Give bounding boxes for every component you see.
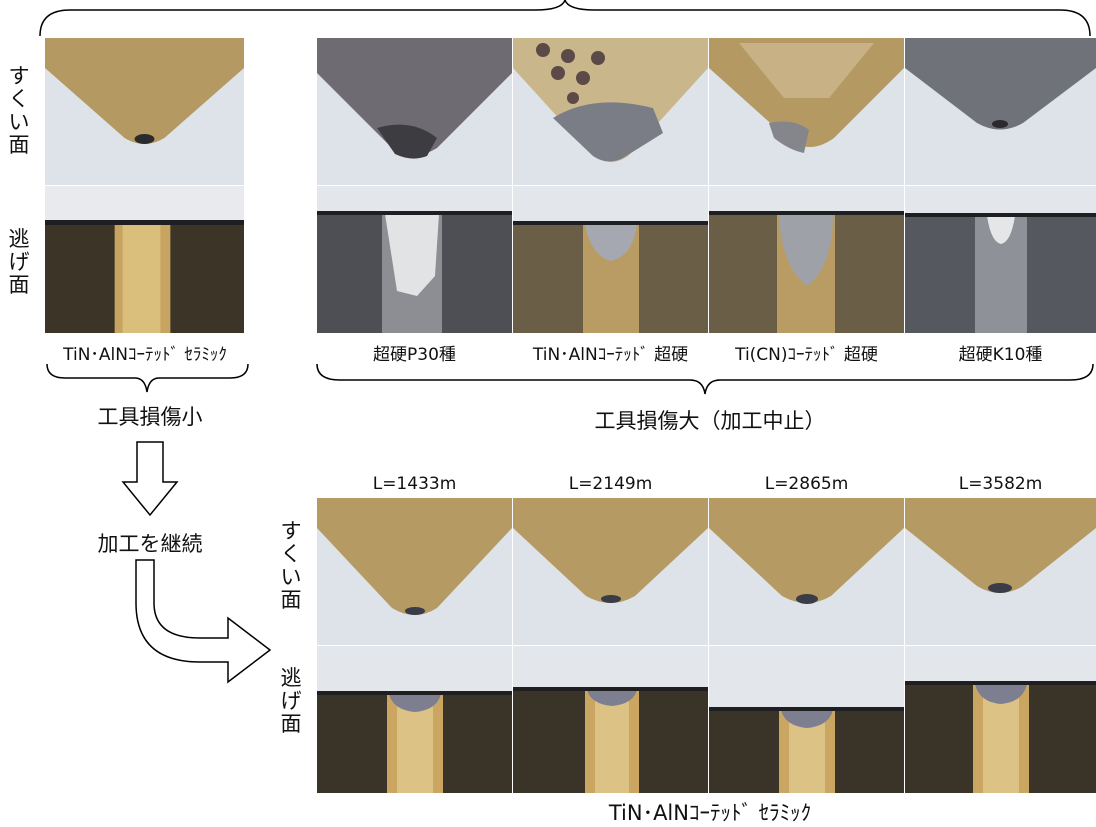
brace-small-damage	[46, 363, 249, 393]
caption-ceramic-bottom: TiN･AlNｺｰﾃｯﾄﾞ ｾﾗﾐｯｸ	[608, 801, 812, 825]
bottom-rake-face-label: すくい面	[280, 519, 302, 612]
photo-rake-l4	[905, 498, 1096, 645]
photo-rake-ceramic	[45, 38, 244, 185]
brace-large-damage	[316, 363, 1094, 395]
photo-flank-tinaln-carbide	[513, 186, 708, 333]
photo-rake-ticn-carbide	[709, 38, 904, 185]
curved-arrow-icon	[135, 559, 272, 684]
result-large-damage: 工具損傷大（加工中止）	[594, 409, 826, 433]
photo-flank-l3	[709, 646, 904, 793]
length-label-1: L=1433m	[372, 474, 457, 494]
caption-tinaln-carbide: TiN･AlNｺｰﾃｯﾄﾞ 超硬	[532, 345, 689, 365]
photo-flank-ceramic	[45, 186, 244, 333]
top-brace	[39, 0, 1091, 37]
photo-rake-l1	[317, 498, 512, 645]
length-label-4: L=3582m	[958, 474, 1043, 494]
length-label-2: L=2149m	[568, 474, 653, 494]
photo-rake-k10	[905, 38, 1096, 185]
caption-p30: 超硬P30種	[373, 345, 456, 365]
photo-flank-l1	[317, 646, 512, 793]
down-arrow-icon	[121, 441, 179, 517]
photo-rake-p30	[317, 38, 512, 185]
caption-k10: 超硬K10種	[958, 345, 1043, 365]
caption-ceramic-top: TiN･AlNｺｰﾃｯﾄﾞ ｾﾗﾐｯｸ	[63, 345, 227, 365]
photo-rake-l3	[709, 498, 904, 645]
rake-face-label: すくい面	[8, 64, 30, 157]
photo-flank-k10	[905, 186, 1096, 333]
length-label-3: L=2865m	[764, 474, 849, 494]
caption-ticn-carbide: Ti(CN)ｺｰﾃｯﾄﾞ 超硬	[735, 345, 878, 365]
photo-flank-l4	[905, 646, 1096, 793]
photo-flank-l2	[513, 646, 708, 793]
photo-rake-l2	[513, 498, 708, 645]
photo-flank-p30	[317, 186, 512, 333]
continue-processing-label: 加工を継続	[97, 532, 203, 556]
result-small-damage: 工具損傷小	[97, 405, 203, 429]
flank-face-label: 逃げ面	[8, 227, 30, 297]
bottom-flank-face-label: 逃げ面	[280, 666, 302, 736]
photo-rake-tinaln-carbide	[513, 38, 708, 185]
photo-flank-ticn-carbide	[709, 186, 904, 333]
